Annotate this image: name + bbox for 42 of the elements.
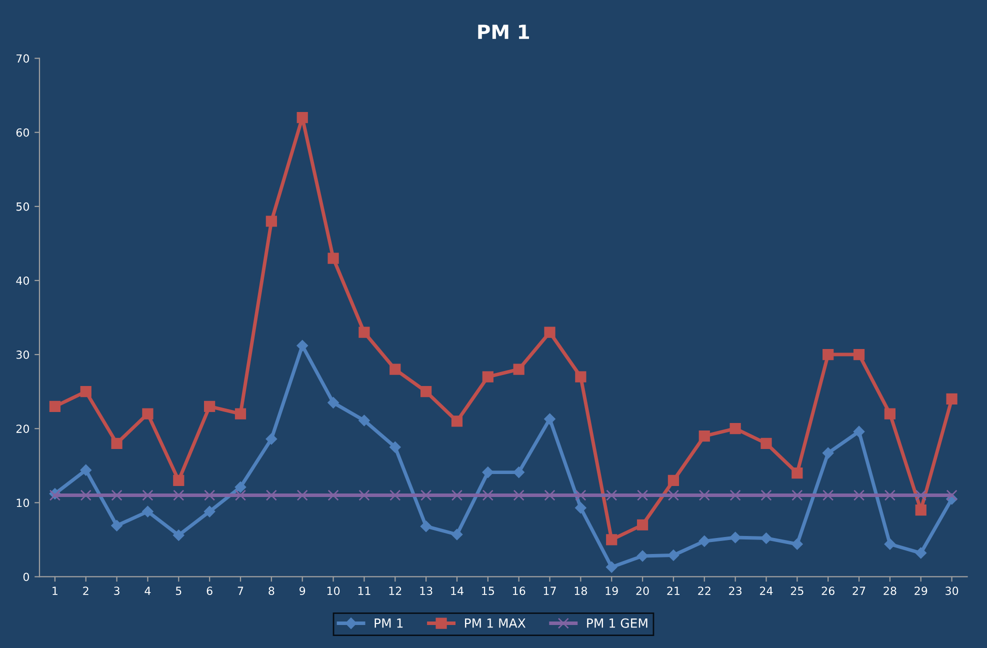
x-tick-label: 17	[544, 586, 556, 595]
y-tick-label: 50	[16, 202, 30, 211]
x-tick-label: 7	[238, 586, 244, 595]
x-tick-label: 11	[358, 586, 370, 595]
x-tick-label: 27	[852, 586, 866, 595]
x-tick-label: 16	[512, 586, 526, 596]
x-tick-label: 13	[420, 586, 432, 596]
x-tick-label: 29	[914, 586, 928, 596]
x-tick-label: 9	[300, 586, 306, 596]
y-tick-label: 60	[16, 128, 30, 137]
x-tick-label: 2	[83, 586, 88, 595]
x-tick-label: 18	[574, 586, 587, 596]
chart-title: PM 1	[478, 24, 529, 39]
y-tick-label: 10	[16, 498, 30, 508]
legend-label: PM 1 MAX	[464, 618, 526, 628]
x-tick-label: 25	[790, 586, 804, 596]
x-tick-label: 19	[606, 586, 618, 596]
x-tick-label: 10	[327, 586, 340, 596]
x-tick-label: 1	[52, 586, 58, 595]
x-tick-label: 5	[176, 586, 182, 596]
x-tick-label: 4	[144, 586, 151, 595]
x-tick-label: 15	[482, 586, 494, 596]
x-tick-label: 14	[451, 586, 464, 595]
x-tick-label: 20	[636, 586, 649, 596]
x-tick-label: 23	[729, 586, 742, 596]
x-tick-label: 24	[760, 586, 773, 595]
x-tick-label: 6	[206, 586, 212, 596]
x-tick-label: 28	[884, 586, 896, 596]
x-tick-label: 8	[268, 586, 274, 596]
x-tick-label: 30	[946, 586, 958, 596]
x-tick-label: 22	[698, 586, 710, 595]
x-tick-label: 3	[114, 586, 120, 596]
y-tick-label: 30	[16, 350, 30, 359]
legend-label: PM 1	[374, 618, 403, 628]
y-tick-label: 20	[16, 424, 30, 433]
y-tick-label: 70	[16, 54, 30, 63]
x-tick-label: 21	[667, 586, 680, 595]
x-tick-label: 12	[389, 586, 402, 595]
x-tick-label: 26	[822, 586, 834, 596]
y-tick-label: 40	[16, 276, 30, 285]
legend-label: PM 1 GEM	[587, 618, 648, 628]
y-tick-label: 0	[23, 572, 30, 582]
